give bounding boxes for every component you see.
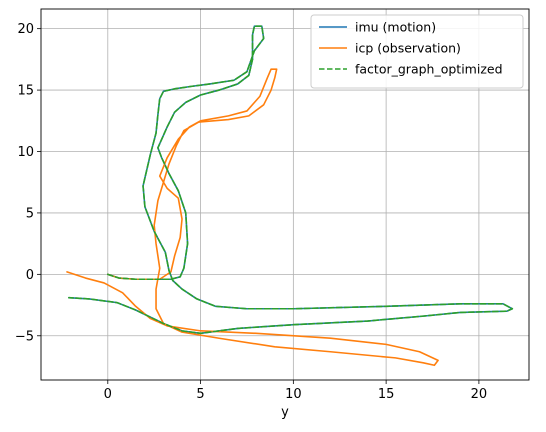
legend-label: factor_graph_optimized [355, 62, 503, 77]
x-tick-label: 20 [471, 387, 488, 402]
legend: imu (motion) icp (observation) factor_grap… [310, 14, 524, 89]
x-tick-label: 15 [378, 387, 395, 402]
legend-label: icp (observation) [355, 41, 461, 56]
series-layer [66, 25, 514, 367]
x-axis-ticks: 0 5 10 15 20 [104, 380, 488, 402]
y-tick-label: 10 [17, 145, 34, 160]
y-tick-label: 0 [26, 268, 34, 283]
y-tick-label: 20 [17, 22, 34, 37]
y-tick-label: 5 [26, 206, 34, 221]
plot-frame [40, 8, 530, 381]
series-line-1 [66, 68, 439, 367]
series-line-2 [68, 25, 514, 335]
y-tick-label: 15 [17, 84, 34, 99]
x-tick-label: 5 [196, 387, 204, 402]
x-tick-label: 0 [104, 387, 112, 402]
y-axis-ticks: −5 0 5 10 15 20 [15, 22, 41, 344]
x-axis-label: y [281, 405, 289, 420]
y-tick-label: −5 [15, 329, 34, 344]
legend-box [310, 14, 524, 89]
legend-label: imu (motion) [355, 20, 436, 35]
x-tick-label: 10 [285, 387, 302, 402]
